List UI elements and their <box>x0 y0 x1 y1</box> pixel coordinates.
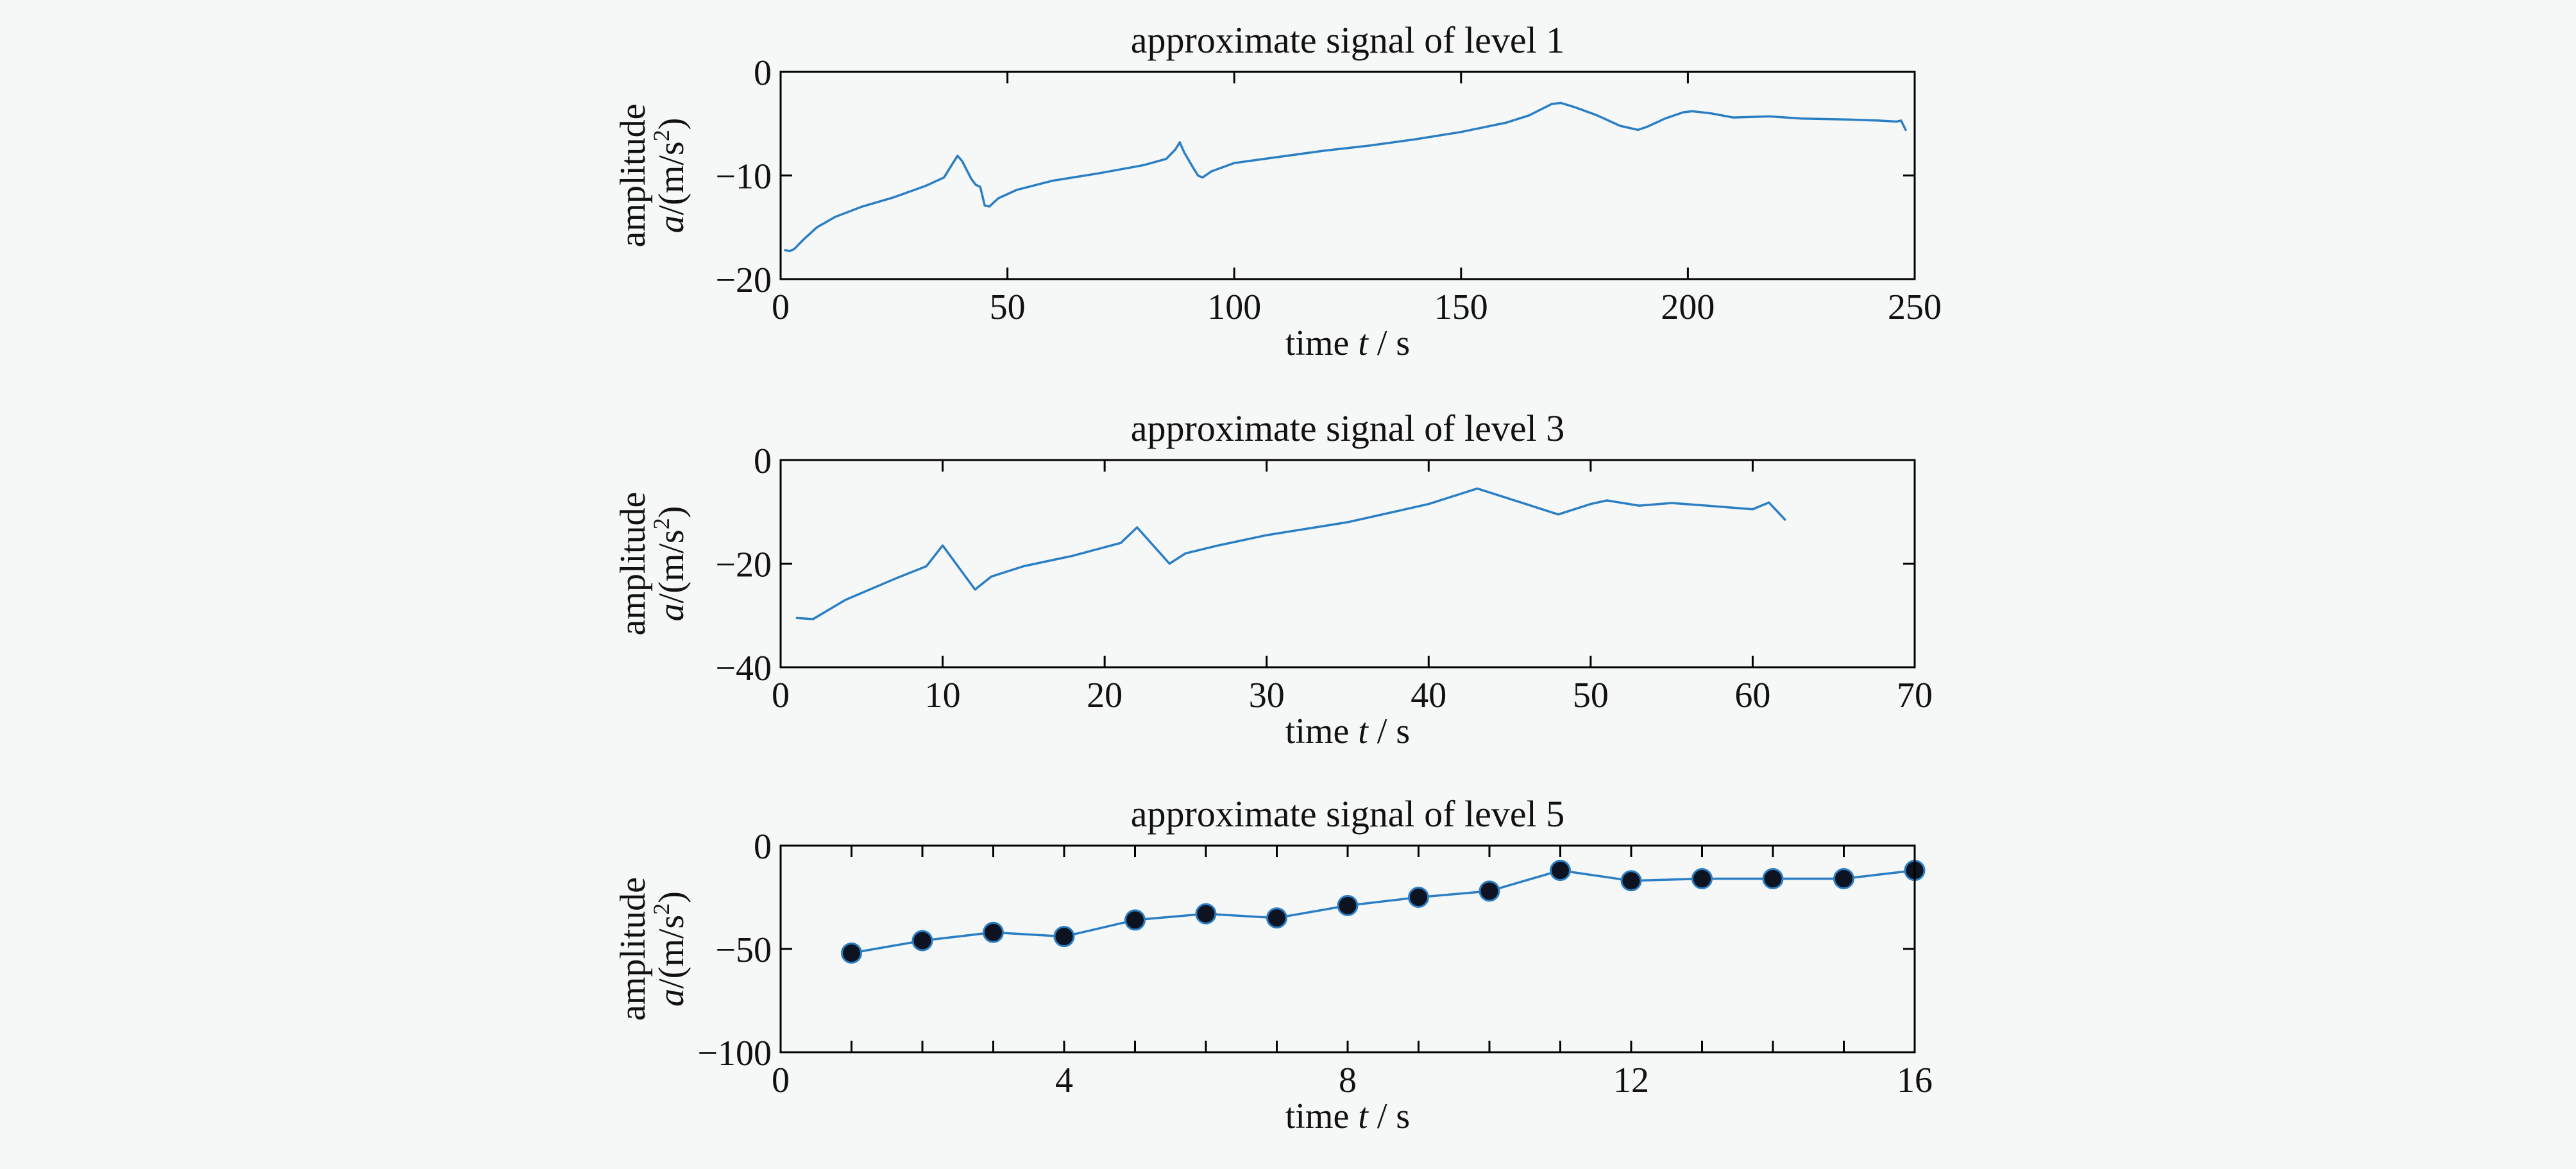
y-axis-label-unit-close: ) <box>652 506 691 518</box>
y-tick-label: −50 <box>715 930 772 970</box>
x-tick-label: 60 <box>1734 676 1770 715</box>
chart-title: approximate signal of level 1 <box>1131 19 1564 61</box>
y-axis-label-line1: amplitude <box>613 104 653 248</box>
series-line-1 <box>850 869 1916 955</box>
x-axis-label-unit: / s <box>1368 712 1410 751</box>
x-tick-label: 10 <box>925 676 961 715</box>
data-point <box>1053 926 1075 948</box>
x-tick-label: 4 <box>1055 1061 1073 1100</box>
x-axis-label-variable: t <box>1358 323 1369 363</box>
x-axis-label: time t / s <box>1285 323 1410 363</box>
y-axis-label-line2: a/(m/s2) <box>648 506 691 622</box>
x-tick-label: 12 <box>1613 1061 1649 1100</box>
chart-title: approximate signal of level 5 <box>1131 793 1564 835</box>
x-tick-label: 0 <box>772 1061 790 1100</box>
y-axis-label-unit: /(m/s <box>652 529 691 603</box>
y-tick-label: 0 <box>754 827 772 867</box>
data-point <box>1195 903 1217 925</box>
data-point <box>1550 860 1571 882</box>
data-point <box>841 942 862 964</box>
x-axis-label-unit: / s <box>1368 323 1410 363</box>
x-axis-label: time t / s <box>1285 712 1410 751</box>
x-tick-label: 150 <box>1434 287 1488 327</box>
y-tick-label: −10 <box>715 157 772 197</box>
y-axis-label-line1: amplitude <box>613 492 653 636</box>
x-tick-label: 40 <box>1411 676 1446 715</box>
data-point <box>1762 868 1784 890</box>
y-tick-label: −20 <box>715 545 772 585</box>
y-tick-label: 0 <box>754 441 772 481</box>
chart-title: approximate signal of level 3 <box>1131 407 1564 449</box>
x-axis-label-unit: / s <box>1368 1096 1410 1136</box>
data-point <box>1337 894 1359 916</box>
data-point <box>1833 868 1854 890</box>
x-axis-label-prefix: time <box>1285 1096 1359 1136</box>
data-point <box>911 930 933 951</box>
x-tick-label: 50 <box>1573 676 1609 715</box>
subplot-2: approximate signal of level 30 10 20 30 40 50… <box>613 407 1933 751</box>
x-tick-label: 250 <box>1888 287 1942 327</box>
y-axis-label-line2: a/(m/s2) <box>648 118 691 234</box>
series-line-1 <box>784 101 1907 253</box>
y-axis-label-unit-close: ) <box>652 891 691 903</box>
y-tick-label: −20 <box>715 260 772 300</box>
x-tick-label: 20 <box>1087 676 1123 715</box>
x-tick-label: 30 <box>1249 676 1285 715</box>
y-axis-label-variable: a <box>652 215 691 233</box>
y-tick-label: −100 <box>697 1034 772 1073</box>
data-point <box>1691 868 1713 890</box>
data-point <box>1124 909 1146 931</box>
data-point <box>1266 907 1287 929</box>
x-axis-label: time t / s <box>1285 1096 1410 1136</box>
x-tick-label: 100 <box>1207 287 1261 327</box>
subplot-1: approximate signal of level 10 50 100 150 20… <box>613 19 1942 363</box>
series-line-1 <box>795 487 1786 620</box>
x-tick-label: 16 <box>1897 1061 1933 1100</box>
y-axis-label-variable: a <box>652 603 691 621</box>
data-point <box>983 921 1004 943</box>
x-axis-label-variable: t <box>1358 712 1369 751</box>
x-axis-label-variable: t <box>1358 1096 1369 1136</box>
y-axis-label-superscript: 2 <box>648 903 674 915</box>
y-axis-label-unit: /(m/s <box>652 915 691 989</box>
subplot-3: approximate signal of level 5 0 4 8 12 16 0 −50… <box>613 793 1933 1136</box>
y-axis-label-line2: a/(m/s2) <box>648 891 691 1007</box>
y-tick-label: −40 <box>715 649 772 688</box>
x-tick-label: 50 <box>990 287 1026 327</box>
x-tick-label: 200 <box>1661 287 1715 327</box>
data-point <box>1620 870 1642 892</box>
x-axis-label-prefix: time <box>1285 712 1359 751</box>
x-tick-label: 70 <box>1897 676 1933 715</box>
y-axis-label-line1: amplitude <box>613 877 653 1021</box>
data-point <box>1408 887 1429 908</box>
y-tick-label: 0 <box>754 53 772 93</box>
x-tick-label: 0 <box>772 676 790 715</box>
x-tick-label: 0 <box>772 287 790 327</box>
data-point <box>1479 880 1500 902</box>
y-axis-label-unit-close: ) <box>652 118 691 130</box>
subplots: approximate signal of level 10 50 100 150 20… <box>613 19 1942 1136</box>
y-axis-label-superscript: 2 <box>648 130 674 141</box>
x-axis-label-prefix: time <box>1285 323 1359 363</box>
x-tick-label: 8 <box>1339 1061 1357 1100</box>
y-axis-label-variable: a <box>652 989 691 1007</box>
y-axis-label-unit: /(m/s <box>652 141 691 215</box>
y-axis-label-superscript: 2 <box>648 518 674 529</box>
